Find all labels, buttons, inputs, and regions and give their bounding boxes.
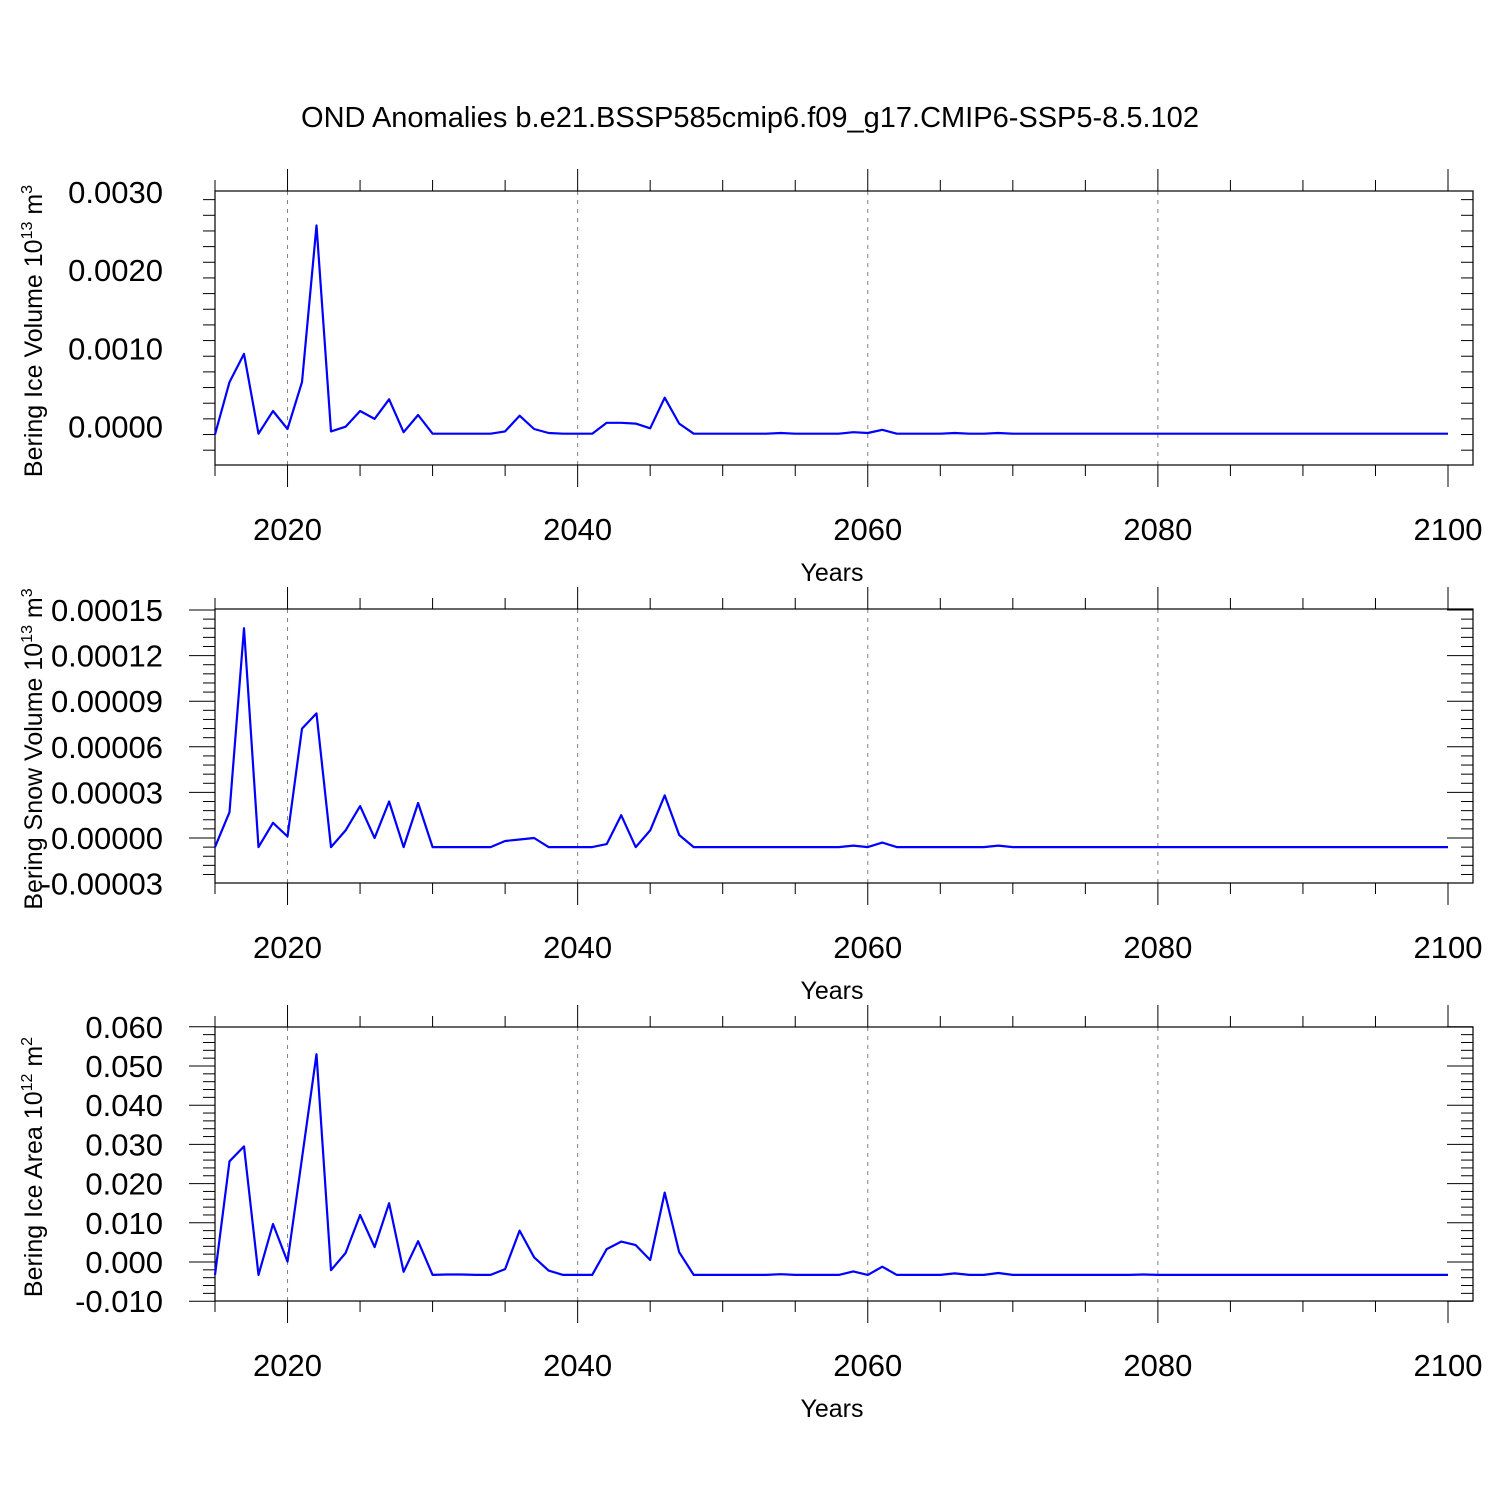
x-tick-label: 2080 xyxy=(1123,930,1192,965)
plot-frame xyxy=(214,190,1474,466)
y-tick-label: -0.010 xyxy=(75,1284,163,1319)
y-axis-label: Bering Snow Volume 1013 m3 xyxy=(19,588,48,909)
y-tick-label: 0.0030 xyxy=(68,175,163,210)
y-tick-label: 0.040 xyxy=(85,1088,163,1123)
y-tick-label: 0.00006 xyxy=(51,730,163,765)
x-tick-label: 2060 xyxy=(833,512,902,547)
y-tick-label: 0.030 xyxy=(85,1127,163,1162)
x-tick-label: 2040 xyxy=(543,512,612,547)
y-tick-label: 0.00012 xyxy=(51,639,163,674)
x-tick-label: 2080 xyxy=(1123,1348,1192,1383)
chart-panel-2: -0.00003 0.00000 0.00003 0.00006 0.00009 0.00… xyxy=(19,587,1482,1005)
y-tick-label: 0.010 xyxy=(85,1206,163,1241)
x-tick-label: 2020 xyxy=(253,1348,322,1383)
y-tick-label: 0.050 xyxy=(85,1049,163,1084)
x-tick-label: 2080 xyxy=(1123,512,1192,547)
x-tick-label: 2040 xyxy=(543,1348,612,1383)
x-tick-label: 2100 xyxy=(1414,512,1483,547)
x-axis-label: Years xyxy=(800,559,863,587)
plot-frame xyxy=(214,1026,1474,1302)
chart-panel-1: 0.0000 0.0010 0.0020 0.0030 2020 2040 2060 2080… xyxy=(19,169,1482,587)
y-tick-label: 0.020 xyxy=(85,1167,163,1202)
y-tick-label: 0.00009 xyxy=(51,684,163,719)
x-tick-label: 2060 xyxy=(833,1348,902,1383)
x-tick-label: 2100 xyxy=(1414,1348,1483,1383)
y-axis-label: Bering Ice Area 1012 m2 xyxy=(19,1037,48,1297)
y-tick-label: 0.0010 xyxy=(68,331,163,366)
x-tick-label: 2060 xyxy=(833,930,902,965)
x-tick-label: 2100 xyxy=(1414,930,1483,965)
y-tick-label: 0.000 xyxy=(85,1245,163,1280)
x-axis-label: Years xyxy=(800,977,863,1005)
y-tick-label: -0.00003 xyxy=(41,867,163,902)
x-axis-label: Years xyxy=(800,1395,863,1423)
y-tick-label: 0.060 xyxy=(85,1010,163,1045)
x-tick-label: 2020 xyxy=(253,930,322,965)
y-tick-label: 0.00003 xyxy=(51,775,163,810)
x-tick-label: 2020 xyxy=(253,512,322,547)
figure-title: OND Anomalies b.e21.BSSP585cmip6.f09_g17… xyxy=(301,102,1199,134)
series-line xyxy=(213,627,1448,849)
x-tick-label: 2040 xyxy=(543,930,612,965)
y-axis-label: Bering Ice Volume 1013 m3 xyxy=(19,185,48,477)
y-tick-label: 0.00000 xyxy=(51,821,163,856)
chart-panel-3: -0.010 0.000 0.010 0.020 0.030 0.040 0.050 0.06… xyxy=(19,1005,1482,1423)
y-tick-label: 0.0020 xyxy=(68,253,163,288)
y-tick-label: 0.00015 xyxy=(51,593,163,628)
plot-frame xyxy=(214,608,1474,884)
series-line xyxy=(213,224,1448,435)
y-tick-label: 0.0000 xyxy=(68,410,163,445)
series-line xyxy=(213,1053,1448,1277)
